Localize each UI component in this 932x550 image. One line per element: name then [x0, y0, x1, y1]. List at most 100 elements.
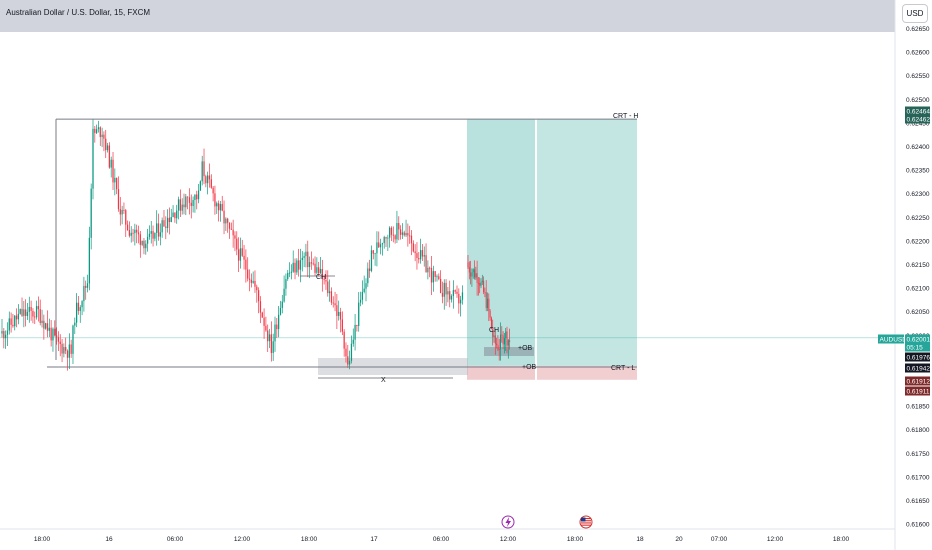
main-candle — [236, 231, 238, 256]
main-candle — [134, 223, 136, 246]
candle-body — [217, 203, 220, 211]
main-candle — [116, 177, 118, 195]
main-candle — [37, 296, 40, 322]
main-candle — [247, 257, 249, 282]
candle-body — [288, 272, 291, 274]
candle-body — [125, 210, 127, 225]
main-candle — [50, 319, 52, 347]
candle-body — [88, 237, 90, 284]
long-position-profit-zone — [467, 119, 535, 366]
candle-body — [108, 145, 111, 168]
candle-body — [159, 232, 161, 237]
right-candle — [490, 316, 492, 330]
main-candle — [441, 281, 444, 304]
candles-layer — [1, 119, 511, 371]
candle-body — [485, 292, 487, 308]
main-candle — [136, 224, 138, 244]
main-candle — [325, 270, 327, 290]
candle-body — [276, 324, 278, 330]
candle-body — [385, 237, 387, 239]
candle-body — [312, 263, 314, 265]
main-candle — [372, 249, 374, 260]
main-candle — [254, 270, 256, 293]
candle-body — [308, 262, 311, 268]
right-candle — [500, 322, 502, 361]
time-tick-label: 18:00 — [301, 536, 318, 543]
candle-body — [261, 312, 263, 318]
candle-body — [179, 199, 181, 211]
main-candle — [190, 194, 192, 219]
ob-lower-label: +OB — [522, 364, 537, 371]
main-candle — [170, 208, 172, 223]
candle-body — [254, 280, 256, 287]
main-candle — [285, 273, 287, 296]
candle-body — [492, 328, 494, 337]
main-candle — [183, 193, 185, 215]
candle-body — [90, 188, 92, 238]
main-candle — [241, 239, 243, 257]
main-candle — [74, 317, 76, 334]
long-position-stop-zone-2 — [537, 365, 637, 380]
candle-body — [34, 316, 36, 318]
main-candle — [327, 270, 329, 297]
candle-body — [387, 237, 389, 239]
candle-body — [6, 330, 9, 335]
main-candle — [392, 226, 394, 243]
candle-body — [399, 229, 402, 235]
candle-body — [475, 273, 477, 278]
main-candle — [85, 280, 87, 300]
candle-body — [480, 281, 482, 286]
candle-body — [412, 243, 414, 252]
flag-stripe-icon — [581, 520, 591, 522]
candle-body — [265, 325, 267, 331]
main-candle — [25, 299, 27, 327]
right-candle — [479, 277, 481, 294]
right-candle — [502, 331, 504, 350]
candle-body — [481, 280, 483, 282]
order-block-zone-small — [484, 347, 534, 356]
main-candle — [97, 120, 100, 133]
candle-body — [232, 229, 234, 236]
main-candle — [207, 171, 209, 195]
candle-body — [212, 187, 214, 194]
main-candle — [387, 234, 389, 252]
candle-body — [330, 291, 333, 303]
main-candle — [17, 304, 20, 325]
candle-body — [116, 177, 118, 190]
main-candle — [348, 350, 351, 370]
candle-body — [210, 179, 212, 188]
candle-body — [394, 235, 396, 240]
candle-body — [143, 240, 145, 249]
main-candle — [419, 238, 422, 264]
main-candle — [12, 314, 14, 328]
candle-body — [103, 134, 105, 139]
candle-body — [77, 302, 80, 311]
candle-body — [194, 194, 196, 200]
main-candle — [268, 328, 271, 349]
candle-body — [221, 203, 223, 211]
candle-body — [305, 251, 307, 257]
candle-body — [509, 340, 511, 342]
candle-body — [145, 243, 147, 249]
main-candle — [245, 249, 247, 283]
candle-body — [476, 273, 478, 283]
candle-body — [507, 340, 509, 346]
main-candle — [232, 219, 234, 248]
candle-body — [187, 196, 189, 198]
price-tag-bg — [905, 376, 930, 386]
main-candle — [374, 252, 376, 266]
main-candle — [197, 183, 200, 204]
candle-body — [403, 232, 405, 236]
candle-body — [132, 232, 134, 234]
candle-body — [85, 285, 87, 288]
candle-body — [358, 302, 360, 327]
candle-body — [214, 193, 216, 207]
candle-body — [172, 212, 174, 218]
currency-button[interactable]: USD — [902, 4, 928, 23]
candle-body — [28, 306, 30, 312]
main-candle — [68, 333, 70, 369]
main-candle — [65, 337, 67, 355]
candle-body — [443, 282, 445, 297]
candle-body — [163, 220, 165, 227]
